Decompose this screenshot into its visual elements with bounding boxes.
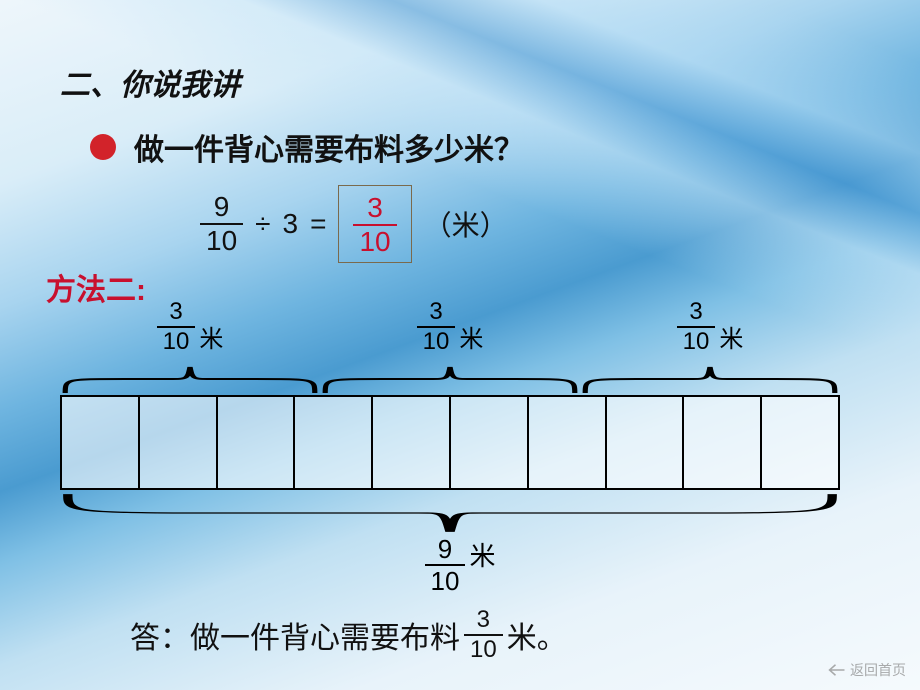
bar-cell [62, 397, 140, 488]
fraction-numerator: 3 [163, 300, 188, 326]
arrow-left-icon [828, 663, 846, 677]
unit-meter: 米 [459, 319, 483, 354]
answer-line: 答：做一件背心需要布料 3 10 米。 [130, 608, 567, 662]
division-operator: ÷ [255, 208, 270, 240]
equation-result-fraction: 3 10 [353, 194, 396, 256]
fraction-denominator: 10 [425, 564, 466, 594]
unit-meter: 米 [199, 319, 223, 354]
divisor: 3 [283, 208, 299, 240]
question-text: 做一件背心需要布料多少米？ [134, 125, 524, 169]
group-label: 3 10 米 [320, 300, 580, 354]
bar-cell [373, 397, 451, 488]
group-label: 3 10 米 [60, 300, 320, 354]
fraction-denominator: 10 [353, 224, 396, 256]
group-fraction: 3 10 [417, 300, 456, 354]
unit-label: （米） [424, 204, 508, 244]
fraction-numerator: 3 [361, 194, 389, 224]
brace-down-icon [580, 365, 840, 395]
return-home-button[interactable]: 返回首页 [828, 660, 906, 680]
total-label: 9 10 米 [0, 536, 920, 594]
brace-up-icon [60, 492, 840, 534]
answer-suffix: 米。 [507, 613, 567, 657]
group-fraction: 3 10 [157, 300, 196, 354]
group-fraction: 3 10 [677, 300, 716, 354]
equation-left-fraction: 9 10 [200, 193, 243, 255]
fraction-numerator: 9 [208, 193, 236, 223]
bar-cell [140, 397, 218, 488]
fraction-denominator: 10 [464, 634, 503, 662]
group-label: 3 10 米 [580, 300, 840, 354]
unit-meter: 米 [469, 536, 495, 573]
bar-cell [762, 397, 840, 488]
bar-cell [684, 397, 762, 488]
equals-operator: = [310, 208, 326, 240]
answer-fraction: 3 10 [464, 608, 503, 662]
bullet-icon [90, 134, 116, 160]
bar-cell [451, 397, 529, 488]
equation: 9 10 ÷ 3 = 3 10 （米） [200, 185, 508, 263]
section-title: 二、你说我讲 [60, 60, 240, 104]
fraction-numerator: 3 [471, 608, 496, 634]
brace-down-icon [60, 365, 320, 395]
return-label: 返回首页 [850, 660, 906, 680]
fraction-denominator: 10 [677, 326, 716, 354]
brace-down-icon [320, 365, 580, 395]
bar-cell [295, 397, 373, 488]
bar-cell [218, 397, 296, 488]
result-box: 3 10 [338, 185, 411, 263]
unit-meter: 米 [719, 319, 743, 354]
answer-prefix: 答：做一件背心需要布料 [130, 613, 460, 657]
fraction-denominator: 10 [200, 223, 243, 255]
fraction-numerator: 3 [683, 300, 708, 326]
fraction-numerator: 3 [423, 300, 448, 326]
bullet-row: 做一件背心需要布料多少米？ [90, 125, 524, 169]
bar-diagram [60, 395, 840, 490]
bar-cell [529, 397, 607, 488]
bar-cell [607, 397, 685, 488]
fraction-denominator: 10 [417, 326, 456, 354]
fraction-numerator: 9 [432, 536, 458, 564]
fraction-denominator: 10 [157, 326, 196, 354]
group-labels-row: 3 10 米 3 10 米 3 10 米 [60, 300, 840, 354]
top-braces [60, 365, 840, 395]
total-fraction: 9 10 [425, 536, 466, 594]
